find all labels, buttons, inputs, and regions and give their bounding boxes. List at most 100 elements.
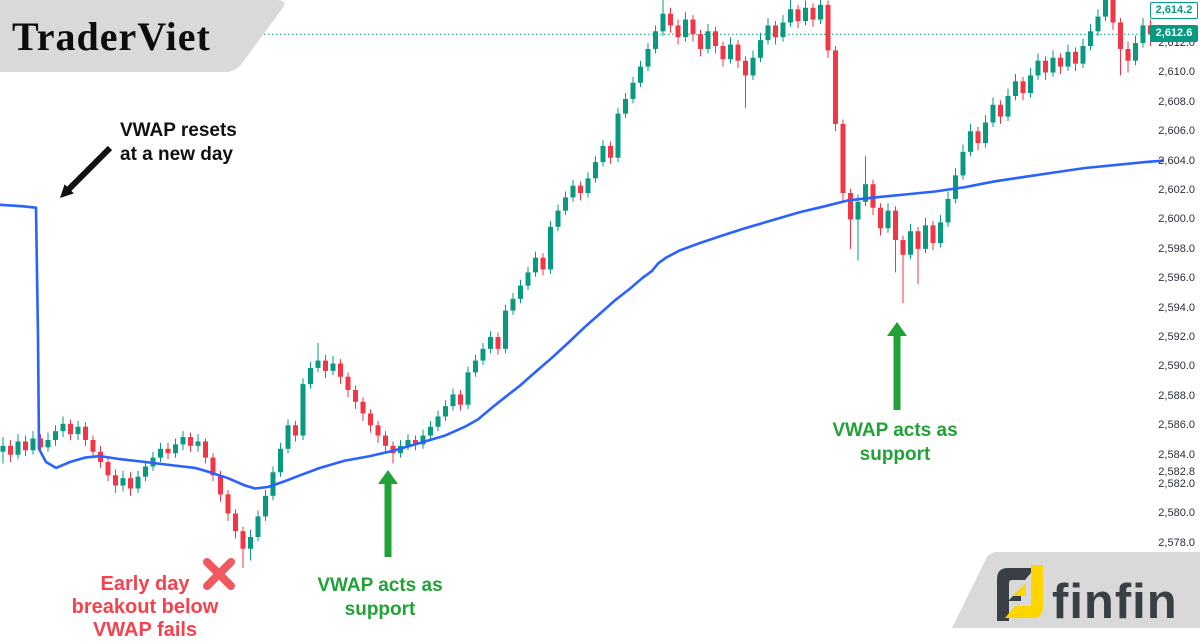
candle-body — [1005, 95, 1011, 117]
candle-body — [68, 423, 73, 435]
price-tick-label: 2,602.0 — [1158, 184, 1195, 197]
candle-body — [203, 441, 208, 458]
candle-body — [180, 437, 186, 445]
candle-body — [1073, 51, 1078, 64]
price-tick-label: 2,596.0 — [1158, 272, 1195, 285]
candle-body — [833, 50, 838, 124]
price-tick-label: 2,606.0 — [1158, 125, 1195, 138]
candle-body — [548, 226, 553, 270]
candle-body — [360, 401, 366, 414]
candle-body — [945, 198, 951, 223]
candle-body — [263, 495, 268, 517]
candle-body — [713, 31, 718, 47]
candle-body — [780, 22, 786, 38]
candle-body — [135, 476, 141, 489]
candle-body — [518, 285, 523, 299]
candle-body — [810, 7, 816, 20]
candle-body — [953, 175, 958, 199]
candle-body — [435, 416, 441, 427]
candle-body — [960, 151, 966, 176]
candle-body — [233, 513, 238, 532]
candle-body — [630, 82, 636, 99]
candle-body — [503, 310, 508, 349]
price-tick-label: 2,600.0 — [1158, 213, 1195, 226]
candle-body — [510, 298, 516, 311]
candle-body — [15, 441, 21, 455]
candle-body — [368, 413, 373, 426]
candle-body — [375, 425, 381, 436]
annotation-vwap-support-1: VWAP acts as support — [317, 575, 443, 620]
finfin-logo: finfin — [952, 552, 1200, 628]
candle-body — [893, 210, 898, 241]
candle-body — [165, 448, 171, 454]
traderviet-logo: TraderViet — [0, 0, 285, 72]
candle-body — [300, 384, 306, 436]
candle-body — [593, 162, 598, 179]
candle-body — [848, 193, 853, 220]
candlestick-chart[interactable] — [0, 0, 1200, 628]
price-tick-label: 2,604.0 — [1158, 154, 1195, 167]
candle-body — [458, 394, 463, 405]
candle-body — [1013, 81, 1018, 96]
candle-body — [878, 207, 883, 229]
price-tick-label: 2,610.0 — [1158, 66, 1195, 79]
high-price-tag: 2,614.2 — [1150, 1, 1198, 19]
candle-body — [1140, 25, 1146, 44]
candle-body — [315, 360, 321, 368]
candle-body — [23, 441, 28, 451]
candle-body — [330, 363, 336, 371]
candle-body — [1095, 16, 1101, 32]
candle-body — [30, 438, 36, 451]
candle-body — [90, 439, 96, 452]
candle-body — [308, 367, 313, 385]
candle-body — [1103, 0, 1108, 17]
candle-body — [1043, 60, 1048, 73]
candle-body — [8, 445, 13, 455]
candle-body — [653, 31, 658, 49]
price-tick-label: 2,598.0 — [1158, 242, 1195, 255]
price-tick-label: 2,582.8 — [1158, 466, 1195, 479]
candle-body — [195, 441, 201, 446]
candle-body — [825, 4, 831, 51]
candle-body — [863, 184, 868, 202]
candle-body — [923, 225, 928, 249]
candle-body — [705, 31, 711, 49]
price-tick-label: 2,580.0 — [1158, 507, 1195, 520]
candle-body — [525, 272, 531, 286]
candle-body — [120, 478, 126, 486]
candle-body — [600, 145, 606, 163]
candle-body — [938, 222, 943, 243]
candle-body — [293, 425, 298, 436]
candle-body — [113, 475, 118, 486]
candle-body — [405, 439, 411, 446]
candle-body — [660, 13, 666, 32]
candle-body — [1065, 51, 1071, 67]
candle-body — [75, 426, 81, 435]
traderviet-logo-text: TraderViet — [12, 14, 211, 59]
candle-body — [285, 425, 291, 449]
candle-body — [615, 113, 621, 158]
price-tick-label: 2,590.0 — [1158, 360, 1195, 373]
price-tick-label: 2,608.0 — [1158, 95, 1195, 108]
candle-body — [773, 25, 778, 38]
candle-body — [998, 104, 1003, 117]
candle-body — [60, 423, 66, 432]
candle-body — [383, 435, 388, 446]
candle-body — [338, 363, 343, 377]
finfin-logo-mark — [997, 565, 1043, 621]
candle-body — [173, 444, 178, 454]
candle-body — [210, 457, 216, 476]
candle-body — [720, 46, 726, 60]
candle-body — [450, 394, 456, 407]
candle-body — [1125, 48, 1131, 61]
candle-body — [488, 337, 493, 349]
price-axis[interactable]: 2,612.0 2,610.0 2,608.0 2,606.0 2,604.0 2,602… — [0, 0, 1200, 628]
candle-body — [248, 536, 253, 549]
candle-body — [225, 494, 231, 514]
candle-body — [1050, 57, 1056, 73]
candle-body — [570, 185, 576, 198]
candle-body — [540, 257, 546, 270]
price-tick-label: 2,588.0 — [1158, 389, 1195, 402]
candle-body — [758, 40, 763, 58]
